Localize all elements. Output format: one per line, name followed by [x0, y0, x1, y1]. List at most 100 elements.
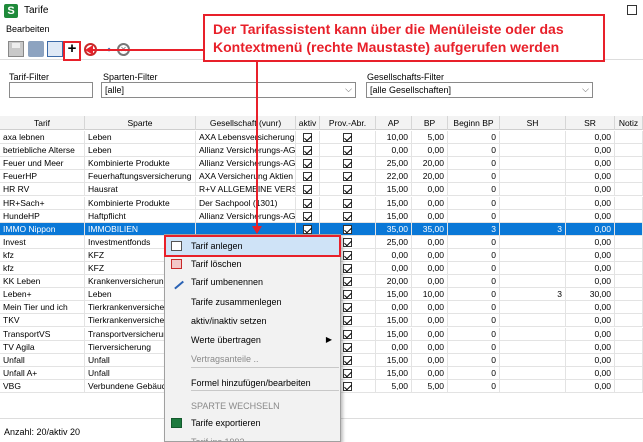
aktiv-checkbox[interactable] [303, 185, 312, 195]
column-header[interactable]: Gesellschaft (vunr) [196, 116, 296, 130]
table-row[interactable]: betriebliche Alterse Leben Allianz Versich… [0, 144, 643, 158]
context-menu-item: Tarif ins 1993 [165, 433, 340, 441]
table-cell: Haftpflicht [85, 209, 196, 223]
table-cell: 35,00 [376, 222, 412, 236]
table-cell: HundeHP [0, 209, 85, 223]
save-icon[interactable] [8, 41, 24, 57]
maximize-button[interactable] [627, 5, 637, 15]
context-menu-item[interactable]: Tarife exportieren [165, 414, 340, 432]
table-cell: 0,00 [412, 301, 448, 315]
prov-abr-checkbox[interactable] [343, 381, 352, 391]
prov-abr-checkbox[interactable] [343, 146, 352, 156]
context-menu-item[interactable]: aktiv/inaktiv setzen [165, 312, 340, 330]
aktiv-checkbox[interactable] [303, 159, 312, 169]
table-cell: 0,00 [376, 144, 412, 158]
context-menu-label: Tarife zusammenlegen [191, 297, 282, 307]
table-cell: 0,00 [566, 248, 615, 262]
prov-abr-checkbox[interactable] [343, 355, 352, 365]
aktiv-checkbox[interactable] [303, 146, 312, 156]
prov-abr-checkbox[interactable] [343, 172, 352, 182]
column-header[interactable]: AP [376, 116, 412, 130]
prov-abr-checkbox[interactable] [343, 329, 352, 339]
prov-abr-checkbox[interactable] [343, 250, 352, 260]
prov-abr-checkbox[interactable] [343, 211, 352, 221]
prov-abr-checkbox[interactable] [343, 133, 352, 142]
table-cell [296, 144, 320, 158]
context-menu-item[interactable]: Formel hinzufügen/bearbeiten [165, 374, 340, 392]
table-cell: 0,00 [412, 209, 448, 223]
prov-abr-checkbox[interactable] [343, 198, 352, 208]
table-row[interactable]: HR+Sach+ Kombinierte Produkte Der Sachpool… [0, 196, 643, 210]
table-cell [615, 301, 643, 315]
table-cell: VBG [0, 379, 85, 393]
prov-abr-checkbox[interactable] [343, 224, 352, 234]
print-icon[interactable] [28, 41, 44, 57]
table-cell [500, 144, 566, 158]
table-cell [320, 301, 376, 315]
table-row[interactable]: HundeHP Haftpflicht Allianz Versicherungs-… [0, 209, 643, 223]
column-header[interactable]: Prov.-Abr. [320, 116, 376, 130]
sparten-filter-select[interactable]: [alle] ⌵ [101, 82, 356, 98]
aktiv-checkbox[interactable] [303, 172, 312, 182]
table-cell: 0,00 [412, 275, 448, 289]
prov-abr-checkbox[interactable] [343, 277, 352, 287]
table-cell [500, 353, 566, 367]
prov-abr-checkbox[interactable] [343, 316, 352, 326]
column-header[interactable]: SH [500, 116, 566, 130]
column-header[interactable]: SR [566, 116, 615, 130]
column-header[interactable]: Notiz [615, 116, 643, 130]
table-row[interactable]: axa lebnen Leben AXA Lebensversicherung 10,… [0, 131, 643, 144]
context-menu-item[interactable]: Tarif umbenennen [165, 273, 340, 291]
email-icon[interactable] [47, 41, 63, 57]
arrow-down-icon [252, 226, 262, 234]
column-header[interactable]: BP [412, 116, 448, 130]
context-menu: Tarif anlegen Tarif löschen Tarif umbenenn… [164, 234, 341, 442]
aktiv-checkbox[interactable] [303, 211, 312, 221]
table-cell [500, 327, 566, 341]
table-cell: 10,00 [412, 288, 448, 302]
table-cell [500, 379, 566, 393]
menu-bearbeiten[interactable]: Bearbeiten [6, 24, 50, 34]
context-menu-item[interactable]: Tarif löschen [165, 255, 340, 273]
gesellschafts-filter-label: Gesellschafts-Filter [367, 72, 445, 82]
add-tarif-button[interactable]: + [67, 40, 77, 57]
chevron-down-icon: ⌵ [345, 84, 352, 94]
prov-abr-checkbox[interactable] [343, 159, 352, 169]
prov-abr-checkbox[interactable] [343, 264, 352, 273]
column-header[interactable]: Sparte [85, 116, 196, 130]
column-header[interactable]: aktiv [296, 116, 320, 130]
table-cell [320, 196, 376, 210]
prov-abr-checkbox[interactable] [343, 237, 352, 247]
table-cell: 25,00 [376, 157, 412, 171]
aktiv-checkbox[interactable] [303, 198, 312, 208]
table-cell: TV Agila [0, 340, 85, 354]
aktiv-checkbox[interactable] [303, 224, 312, 234]
context-menu-item[interactable]: Werte übertragen ▶ [165, 331, 340, 349]
context-menu-item[interactable]: Tarif anlegen [165, 237, 340, 255]
prov-abr-checkbox[interactable] [343, 303, 352, 313]
table-cell [320, 275, 376, 289]
context-menu-item: SPARTE WECHSELN [165, 397, 340, 415]
table-cell: Leben [85, 131, 196, 144]
table-cell: Hausrat [85, 183, 196, 197]
gesellschafts-filter-select[interactable]: [alle Gesellschaften] ⌵ [366, 82, 593, 98]
table-row[interactable]: HR RV Hausrat R+V ALLGEMEINE VERSIC 15,00 0,… [0, 183, 643, 197]
arrow-left-icon [85, 45, 93, 55]
column-header[interactable]: Tarif [0, 116, 85, 130]
prov-abr-checkbox[interactable] [343, 185, 352, 195]
table-cell: TransportVS [0, 327, 85, 341]
table-row[interactable]: Feuer und Meer Kombinierte Produkte Allian… [0, 157, 643, 171]
table-cell [615, 196, 643, 210]
table-cell: TKV [0, 314, 85, 328]
table-row[interactable]: FeuerHP Feuerhaftungsversicherung AXA Vers… [0, 170, 643, 184]
table-cell [296, 170, 320, 184]
tarif-filter-input[interactable] [9, 82, 93, 98]
aktiv-checkbox[interactable] [303, 133, 312, 142]
prov-abr-checkbox[interactable] [343, 342, 352, 352]
context-menu-item[interactable]: Tarife zusammenlegen [165, 293, 340, 311]
table-cell: KK Leben [0, 275, 85, 289]
prov-abr-checkbox[interactable] [343, 368, 352, 378]
column-header[interactable]: Beginn BP [448, 116, 500, 130]
prov-abr-checkbox[interactable] [343, 290, 352, 300]
table-cell [500, 235, 566, 249]
